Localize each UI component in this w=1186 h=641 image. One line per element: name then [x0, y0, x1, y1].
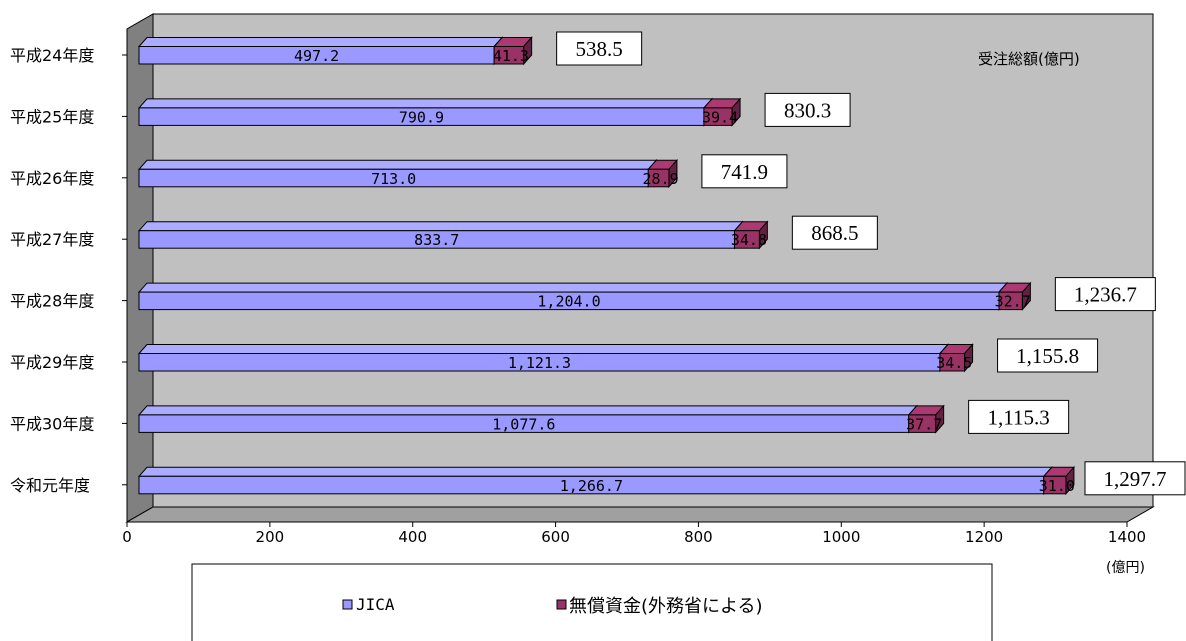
total-amount-annotation: 受注総額(億円): [978, 50, 1080, 68]
total-label-text: 1,155.8: [1016, 344, 1079, 368]
x-tick-label: 400: [398, 528, 427, 546]
bar-grant-aid-front: [1043, 475, 1067, 495]
bar-jica: [137, 97, 714, 127]
bar-jica: [137, 465, 1053, 496]
bar-grant-aid: [907, 404, 945, 434]
bar-grant-aid-front: [647, 168, 670, 188]
data-label-jica: 790.9: [399, 108, 444, 126]
total-label-text: 830.3: [784, 98, 831, 122]
labels: 平成24年度 497.2 41.3 538.5 平成25年度 790.9 39.4 830.3…: [10, 31, 1186, 496]
data-label-jica: 1,266.7: [560, 477, 623, 495]
legend-swatch-grant-aid: [556, 599, 567, 610]
total-label-text: 1,236.7: [1074, 283, 1137, 307]
legend-box: [191, 563, 993, 641]
total-label-box: [556, 31, 643, 66]
total-label: 1,236.7: [1054, 277, 1156, 312]
bar-grant-aid: [997, 281, 1032, 311]
x-tick-label: 800: [684, 528, 713, 546]
data-label-grant-aid: 41.3: [493, 47, 529, 65]
bar-grant-aid-front: [734, 230, 760, 249]
bar-grant-aid-front: [998, 291, 1023, 311]
bar-jica: [137, 343, 950, 373]
category-label: 平成28年度: [10, 292, 94, 311]
category-label: 令和元年度: [10, 476, 90, 495]
data-label-jica: 1,077.6: [492, 415, 555, 433]
total-label: 1,155.8: [997, 338, 1099, 373]
data-label-grant-aid: 34.8: [731, 231, 767, 249]
bar-grant-aid-front: [908, 414, 937, 433]
bar-jica-top: [137, 221, 744, 232]
total-label-box: [701, 154, 788, 189]
total-label-box: [1084, 461, 1186, 496]
data-label-grant-aid: 34.5: [936, 354, 972, 372]
category-label: 平成30年度: [10, 414, 94, 433]
total-label-box: [997, 338, 1099, 373]
total-label-text: 538.5: [576, 37, 623, 61]
bar-jica-top: [137, 282, 1009, 293]
bar-jica-top: [137, 98, 714, 109]
total-label: 868.5: [791, 215, 878, 250]
x-axis-unit-label: (億円): [1106, 560, 1145, 576]
total-label-box: [1054, 277, 1156, 312]
bar-jica: [137, 404, 918, 434]
bar-jica-top: [137, 466, 1053, 477]
x-tick-label: 1200: [965, 528, 1003, 546]
legend-swatch-jica: [342, 599, 353, 610]
bar-grant-aid: [733, 220, 769, 250]
category-label: 平成24年度: [10, 46, 94, 65]
bar-grant-aid-front: [703, 107, 733, 126]
axis-ticks: 0 200 400 600 800 1000 1200 1400: [122, 522, 1146, 546]
bar-grant-aid: [493, 36, 533, 66]
total-label-text: 1,297.7: [1104, 467, 1167, 491]
legend: JICA 無償資金(外務省による): [191, 563, 993, 641]
bar-jica-top: [137, 37, 504, 47]
data-label-jica: 1,204.0: [537, 293, 600, 311]
total-label: 538.5: [556, 31, 643, 66]
total-label-box: [791, 215, 878, 250]
data-label-grant-aid: 31.0: [1039, 477, 1075, 495]
data-label-jica: 713.0: [371, 170, 416, 188]
data-label-jica: 497.2: [294, 47, 339, 65]
data-label-jica: 833.7: [414, 231, 459, 249]
bars: [137, 36, 1076, 496]
total-label: 741.9: [701, 154, 788, 189]
total-label-text: 741.9: [721, 160, 768, 184]
category-label: 平成26年度: [10, 169, 94, 188]
data-label-jica: 1,121.3: [508, 354, 571, 372]
category-label: 平成29年度: [10, 353, 94, 372]
bar-jica: [137, 281, 1009, 311]
data-label-grant-aid: 32.7: [995, 293, 1031, 311]
category-label: 平成27年度: [10, 230, 94, 249]
plot-side-wall: [126, 13, 154, 523]
total-label: 830.3: [764, 92, 851, 127]
bar-grant-aid-front: [493, 46, 525, 65]
total-label-text: 1,115.3: [988, 405, 1050, 429]
x-tick-label: 0: [122, 528, 132, 546]
x-tick-label: 200: [256, 528, 285, 546]
data-label-grant-aid: 28.9: [643, 170, 679, 188]
total-label-box: [764, 92, 851, 127]
total-label: 1,297.7: [1084, 461, 1186, 496]
bar-grant-aid: [647, 158, 679, 189]
bar-jica-top: [137, 405, 918, 416]
total-label-text: 868.5: [811, 221, 858, 245]
legend-label-jica: JICA: [356, 595, 395, 614]
bar-grant-aid: [702, 97, 742, 127]
data-label-grant-aid: 37.7: [906, 415, 942, 433]
total-label-box: [968, 399, 1070, 434]
x-tick-label: 1000: [822, 528, 860, 546]
legend-label-grant-aid: 無償資金(外務省による): [569, 596, 763, 617]
total-label: 1,115.3: [968, 399, 1070, 434]
category-label: 平成25年度: [10, 107, 94, 126]
x-tick-label: 1400: [1108, 528, 1146, 546]
bar-grant-aid: [1042, 465, 1076, 496]
bar-grant-aid: [938, 343, 974, 373]
plot-floor: [125, 506, 1155, 523]
bar-grant-aid-front: [939, 353, 966, 372]
x-tick-label: 600: [541, 528, 570, 546]
data-label-grant-aid: 39.4: [702, 108, 738, 126]
bar-jica-top: [137, 344, 950, 354]
bar-jica-top: [137, 159, 658, 170]
